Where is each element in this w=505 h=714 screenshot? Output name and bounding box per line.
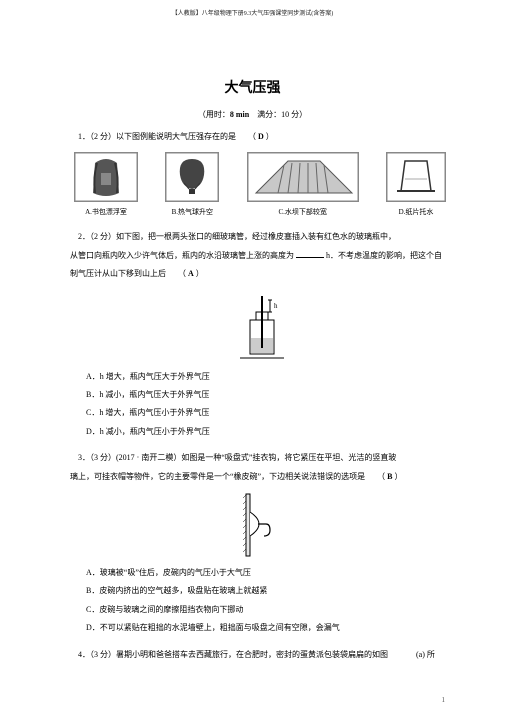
q3-optA: A．玻璃被“吸”住后，皮碗内的气压小于大气压 [70, 564, 450, 582]
q2-tail: ） [196, 269, 204, 278]
q2-answer: A [188, 269, 194, 278]
q1-imgB: B.热气球升空 [165, 152, 219, 220]
q3-optB: B．皮碗内挤出的空气越多，吸盘贴在玻璃上就越紧 [70, 582, 450, 600]
q2-line2: 从管口向瓶内吹入少许气体后，瓶内的水沿玻璃管上涨的高度为 h．不考虑温度的影响，… [70, 247, 450, 265]
q3-optC: C．皮碗与玻璃之间的摩擦阻挡衣物向下挪动 [70, 601, 450, 619]
subtitle-score: 10 分） [281, 110, 307, 119]
q1-tail: ） [266, 132, 274, 141]
q3-tail: ） [394, 472, 402, 481]
q1-imgD-caption: D.纸片托水 [399, 204, 434, 220]
q2-line2b: h．不考虑温度的影响，把这个自 [326, 251, 442, 260]
svg-text:h: h [274, 302, 278, 310]
q2-blank [296, 249, 324, 258]
q2-line3a: 制气压计从山下移到山上后 （ [70, 269, 186, 278]
q4-text-b: (a) 所 [416, 650, 435, 659]
q1-imgA-caption: A.书包漂浮室 [85, 204, 127, 220]
q1-imgC: C.水坝下部较宽 [247, 152, 359, 220]
q2-optC: C．h 增大，瓶内气压小于外界气压 [70, 404, 450, 422]
q2-optA: A．h 增大，瓶内气压大于外界气压 [70, 368, 450, 386]
doc-title: 大气压强 [0, 77, 505, 97]
q3-options: A．玻璃被“吸”住后，皮碗内的气压小于大气压 B．皮碗内挤出的空气越多，吸盘贴在… [70, 564, 450, 638]
q2-optD: D．h 减小，瓶内气压小于外界气压 [70, 423, 450, 441]
q1-imgC-caption: C.水坝下部较宽 [278, 204, 326, 220]
q2-options: A．h 增大，瓶内气压大于外界气压 B．h 减小，瓶内气压大于外界气压 C．h … [70, 368, 450, 442]
q3-figure [70, 492, 450, 558]
q1-line: 1．（2 分）以下图例能说明大气压强存在的是 （ D ） [70, 128, 450, 146]
q2-line1: 2．（2 分）如下图，把一根两头张口的细玻璃管，经过橡皮塞插入装有红色水的玻璃瓶… [70, 228, 450, 246]
q3-line2: 璃上，可挂衣帽等物件，它的主要零件是一个“橡皮碗”，下边相关说法错误的选项是 （… [70, 468, 450, 486]
page-number: 1 [442, 696, 446, 704]
q1-images-row: A.书包漂浮室 B.热气球升空 [70, 152, 450, 220]
doc-header: 【人教版】八年级物理下册9.3大气压强课堂同步测试(含答案) [0, 0, 505, 17]
q1-imgB-caption: B.热气球升空 [172, 204, 213, 220]
q3-answer: B [387, 472, 392, 481]
subtitle-prefix: （用时： [198, 110, 230, 119]
q2-optB: B．h 减小，瓶内气压大于外界气压 [70, 386, 450, 404]
q1-answer: D [258, 132, 264, 141]
q3-line1: 3．（3 分）(2017 · 南开二模）如图是一种“吸盘式”挂衣钩，将它紧压在平… [70, 449, 450, 467]
subtitle-time: 8 min [230, 110, 249, 119]
q1-imgA: A.书包漂浮室 [74, 152, 138, 220]
q2-line3: 制气压计从山下移到山上后 （ A ） [70, 265, 450, 283]
doc-subtitle: （用时：8 min 满分：10 分） [0, 109, 505, 120]
q1-lead: 1．（2 分）以下图例能说明大气压强存在的是 （ [78, 132, 256, 141]
q3-line2a: 璃上，可挂衣帽等物件，它的主要零件是一个“橡皮碗”，下边相关说法错误的选项是 （ [70, 472, 385, 481]
subtitle-mid: 满分： [249, 110, 281, 119]
q4-line1: 4．（3 分）暑期小明和爸爸搭车去西藏旅行，在合肥时，密封的蛋黄派包装袋扁扁的如… [70, 646, 450, 664]
q2-line2a: 从管口向瓶内吹入少许气体后，瓶内的水沿玻璃管上涨的高度为 [70, 251, 294, 260]
q4-text-a: 4．（3 分）暑期小明和爸爸搭车去西藏旅行，在合肥时，密封的蛋黄派包装袋扁扁的如… [78, 650, 388, 659]
q2-figure: h [70, 290, 450, 362]
q3-optD: D．不可以紧贴在粗拙的水泥墙壁上，粗拙面与吸盘之间有空隙，会漏气 [70, 619, 450, 637]
q1-imgD: D.纸片托水 [386, 152, 446, 220]
